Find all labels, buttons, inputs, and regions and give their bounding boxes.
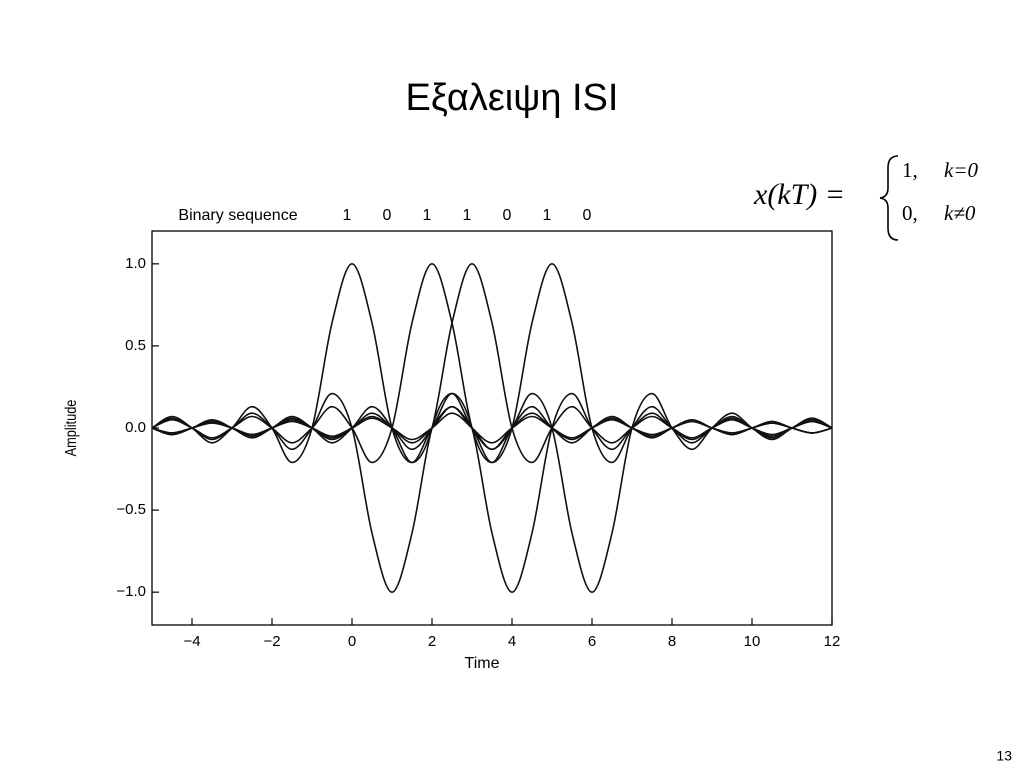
x-tick-label: 0 xyxy=(348,633,356,650)
x-tick-label: 4 xyxy=(508,633,516,650)
pulse-line xyxy=(151,263,833,464)
x-tick-label: −2 xyxy=(263,633,280,650)
sequence-bit: 1 xyxy=(343,207,352,224)
y-tick-label: −1.0 xyxy=(116,583,146,600)
sequence-bit: 1 xyxy=(423,207,432,224)
x-tick-label: 12 xyxy=(824,633,841,650)
sequence-label: Binary sequence xyxy=(178,207,297,224)
chart: −4 −2 0 2 4 6 8 10 121.00.50.0−0.5−1.0TimeAmplit… xyxy=(63,207,840,672)
x-axis-label: Time xyxy=(465,655,500,672)
y-axis-label: Amplitude xyxy=(63,400,81,457)
sequence-bit: 0 xyxy=(383,207,392,224)
pulse-line xyxy=(151,263,833,464)
formula-case-condition: k=0 xyxy=(944,158,978,182)
sequence-bit: 0 xyxy=(503,207,512,224)
x-tick-label: 10 xyxy=(744,633,761,650)
x-tick-label: −4 xyxy=(183,633,200,650)
formula-case-value: 1, xyxy=(902,158,918,182)
formula-lhs: x(kT) = xyxy=(753,178,845,211)
formula-case-value: 0, xyxy=(902,201,918,225)
sequence-bit: 1 xyxy=(463,207,472,224)
y-tick-label: −0.5 xyxy=(116,501,146,518)
x-tick-label: 6 xyxy=(588,633,596,650)
page-number: 13 xyxy=(996,748,1012,764)
pulse-line xyxy=(151,392,833,593)
y-tick-label: 0.0 xyxy=(125,419,146,436)
sequence-bit: 1 xyxy=(543,207,552,224)
formula-brace xyxy=(879,155,899,241)
pulse-line xyxy=(151,392,833,593)
sequence-bit: 0 xyxy=(583,207,592,224)
y-tick-label: 1.0 xyxy=(125,255,146,272)
plot-frame xyxy=(151,230,833,626)
y-tick-label: 0.5 xyxy=(125,337,146,354)
formula-case-condition: k≠0 xyxy=(944,201,976,225)
pulse-line xyxy=(151,392,833,593)
slide-title: Εξαλειψη ISI xyxy=(406,77,619,119)
x-tick-label: 8 xyxy=(668,633,676,650)
x-tick-label: 2 xyxy=(428,633,436,650)
